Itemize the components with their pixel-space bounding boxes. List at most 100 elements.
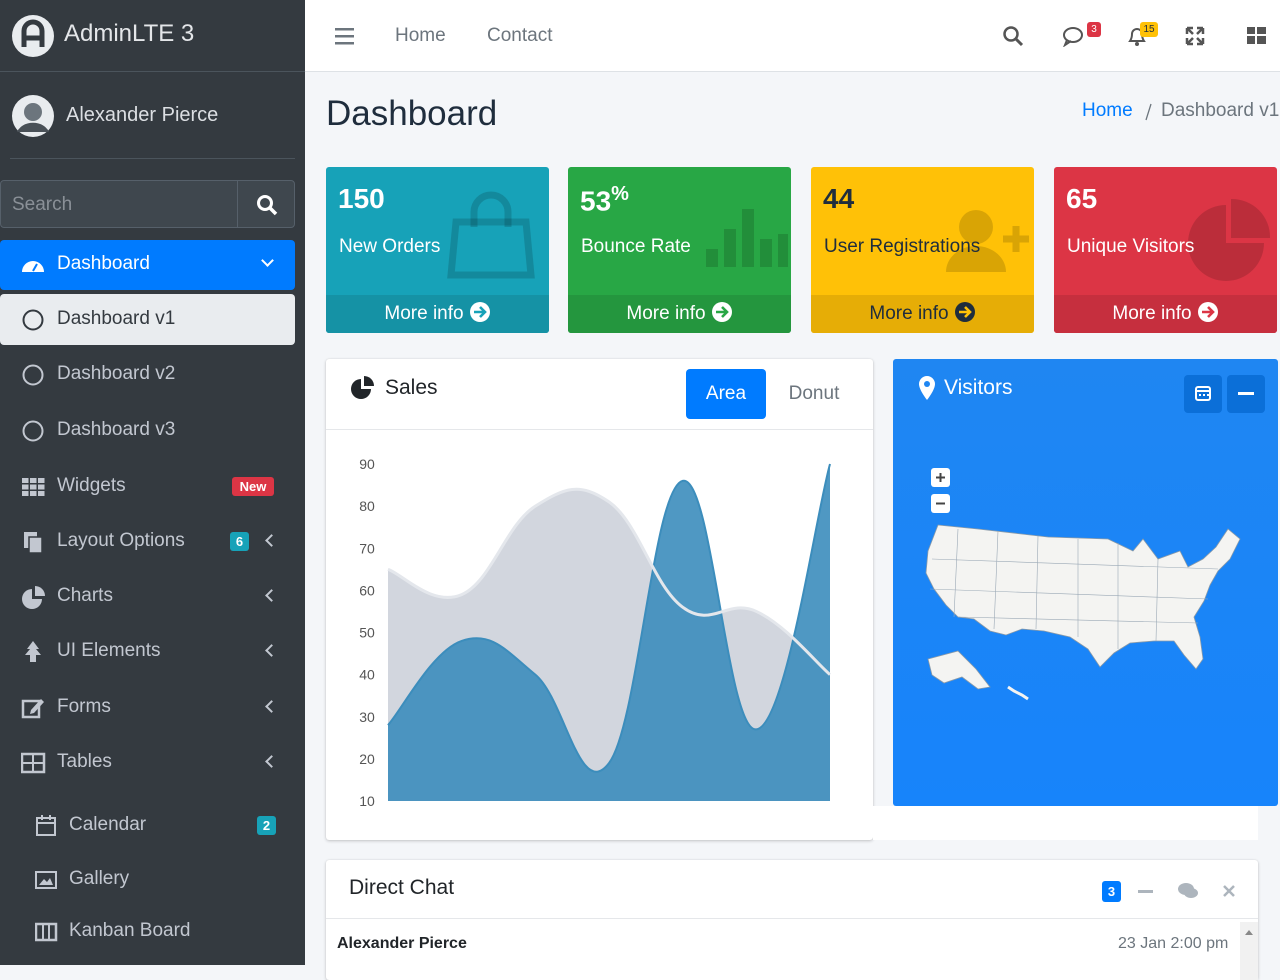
- menu-badge: 6: [230, 532, 249, 551]
- menu-item[interactable]: Charts: [57, 585, 113, 606]
- search-icon[interactable]: [255, 193, 279, 217]
- menu-icon: [24, 532, 43, 554]
- icon-shape: [470, 191, 512, 227]
- sales-chart: 10 20 30 40 50 60 70 80 90: [359, 456, 831, 809]
- menu-chevron: [265, 700, 278, 713]
- menu-active-bg[interactable]: [0, 240, 295, 290]
- menu-item[interactable]: Layout Options: [57, 530, 185, 551]
- y-tick-label: 50: [359, 625, 375, 641]
- menu-item[interactable]: Widgets: [57, 475, 126, 496]
- icon-shape: [32, 263, 38, 272]
- icon-shape: [22, 491, 29, 496]
- icon-shape: [706, 249, 718, 267]
- menu-icon: [22, 420, 44, 442]
- brand-logo: [12, 15, 54, 57]
- icon-shape: [1003, 226, 1029, 252]
- page-title: Dashboard: [326, 94, 498, 133]
- visitors-card: Visitors: [893, 359, 1278, 806]
- scrollbar[interactable]: [1240, 922, 1258, 980]
- more-info-link[interactable]: More info: [869, 303, 949, 324]
- sidebar-search[interactable]: Search: [0, 180, 295, 228]
- date-range-button[interactable]: [1184, 375, 1222, 413]
- more-info-link[interactable]: More info: [626, 303, 706, 324]
- notifications-icon[interactable]: [1126, 25, 1148, 47]
- menu-item[interactable]: Forms: [57, 696, 111, 717]
- icon-shape: [22, 478, 29, 483]
- info-box: 44 User Registrations More info: [811, 167, 1034, 333]
- fullscreen-icon[interactable]: [1185, 26, 1205, 46]
- info-box-icon: [706, 209, 788, 267]
- divider: [10, 158, 295, 159]
- y-tick-label: 10: [359, 793, 375, 809]
- more-info-link[interactable]: More info: [1112, 303, 1192, 324]
- usa-map: [925, 524, 1241, 701]
- contacts-button[interactable]: [1177, 881, 1199, 901]
- chart-pie-icon: [351, 376, 374, 399]
- icon-shape: [1201, 306, 1215, 318]
- map-marker-icon: [919, 376, 935, 400]
- icon-shape: [22, 309, 44, 331]
- zoom-out-button[interactable]: [931, 494, 950, 513]
- nav-link[interactable]: Home: [395, 25, 446, 46]
- icon-shape: [778, 234, 788, 267]
- collapse-button[interactable]: [1138, 890, 1153, 893]
- icon-shape: [760, 239, 772, 267]
- menu-item[interactable]: Kanban Board: [69, 920, 191, 941]
- info-box-footer[interactable]: More info: [568, 295, 791, 333]
- menu-icon: [35, 922, 58, 942]
- menu-item[interactable]: Dashboard v2: [57, 363, 176, 384]
- value: 53: [580, 185, 612, 217]
- messages-badge: 3: [1087, 22, 1101, 37]
- brand-text[interactable]: AdminLTE 3: [64, 20, 195, 47]
- user-name[interactable]: Alexander Pierce: [66, 104, 219, 126]
- menu-item[interactable]: Dashboard v3: [57, 419, 176, 440]
- icon-shape: [22, 364, 44, 386]
- menu-toggle[interactable]: [335, 28, 355, 45]
- submenu-active-bg[interactable]: [0, 294, 295, 345]
- info-box-label: New Orders: [339, 236, 441, 257]
- close-button[interactable]: [1222, 884, 1236, 898]
- icon-shape: [715, 306, 729, 318]
- info-box-value: 53%: [580, 183, 629, 217]
- collapse-button[interactable]: [1227, 375, 1265, 413]
- icon-shape: [473, 306, 487, 318]
- card-footer: [873, 806, 1258, 840]
- user-avatar: [12, 95, 54, 137]
- breadcrumb-link[interactable]: Home: [1082, 100, 1133, 121]
- menu-item[interactable]: Tables: [57, 751, 112, 772]
- direct-chat-card: Direct Chat 3 Alexander Pierce 23 Jan 2:…: [326, 860, 1258, 980]
- messages-icon[interactable]: [1062, 25, 1088, 47]
- menu-item[interactable]: Calendar: [69, 814, 147, 835]
- info-box: 150 New Orders More info: [326, 167, 549, 333]
- divider: [0, 71, 305, 72]
- sidebar: AdminLTE 3 Alexander Pierce Search Dashb…: [0, 0, 305, 965]
- menu-icon: [22, 586, 45, 609]
- menu-item[interactable]: Gallery: [69, 868, 130, 889]
- more-info-link[interactable]: More info: [384, 303, 464, 324]
- info-box-footer[interactable]: More info: [1054, 295, 1277, 333]
- tab[interactable]: Donut: [788, 383, 840, 404]
- chat-name: Alexander Pierce: [337, 935, 467, 952]
- menu-item[interactable]: Dashboard: [57, 253, 150, 274]
- value: 150: [338, 183, 385, 214]
- info-box: 65 Unique Visitors More info: [1054, 167, 1277, 333]
- control-sidebar-icon[interactable]: [1247, 27, 1267, 45]
- y-tick-label: 40: [359, 667, 375, 683]
- chat-badge: 3: [1102, 881, 1121, 902]
- nav-link[interactable]: Contact: [487, 25, 553, 46]
- info-box-footer[interactable]: More info: [326, 295, 549, 333]
- card-title: Visitors: [944, 376, 1013, 399]
- icon-shape: [35, 871, 57, 889]
- arrow-icon: [711, 302, 732, 322]
- card-title: Direct Chat: [349, 876, 455, 899]
- icon-shape: [30, 484, 37, 490]
- search-icon[interactable]: [1002, 25, 1024, 47]
- info-box-footer[interactable]: More info: [811, 295, 1034, 333]
- menu-item[interactable]: Dashboard v1: [57, 308, 176, 329]
- menu-item[interactable]: UI Elements: [57, 640, 161, 661]
- zoom-in-button[interactable]: [931, 468, 950, 487]
- divider: [326, 918, 1258, 919]
- y-tick-label: 70: [359, 540, 375, 556]
- icon-shape: [22, 420, 44, 442]
- tab-active[interactable]: Area: [686, 369, 766, 419]
